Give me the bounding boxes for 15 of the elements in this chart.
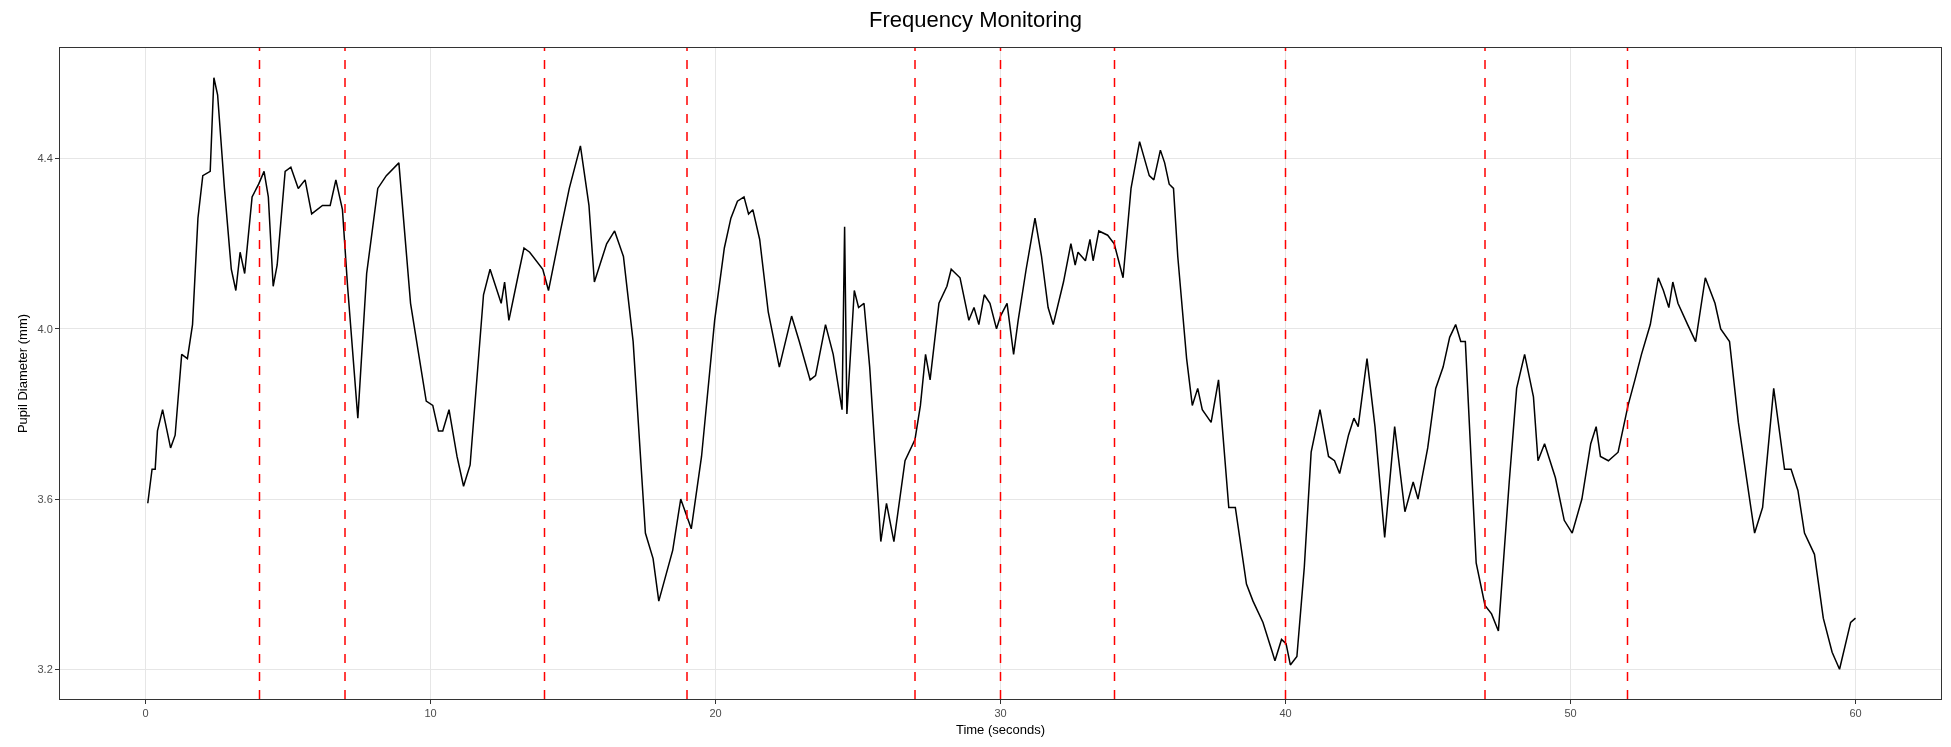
x-axis-title: Time (seconds) — [955, 721, 1046, 737]
y-tick-label: 4.4 — [37, 152, 53, 165]
y-tick-label: 3.2 — [37, 663, 53, 676]
y-axis-title: Pupil Diameter (mm) — [15, 313, 31, 434]
chart-title: Frequency Monitoring — [869, 6, 1082, 32]
y-tick-label: 3.6 — [37, 492, 53, 505]
x-tick-label: 50 — [1564, 707, 1577, 720]
x-tick-label: 40 — [1279, 707, 1292, 720]
x-tick-label: 0 — [142, 707, 149, 720]
line-series — [147, 77, 1857, 670]
x-tick-label: 30 — [994, 707, 1007, 720]
x-tick-label: 60 — [1849, 707, 1862, 720]
y-tick-label: 4.0 — [37, 322, 53, 335]
x-tick-label: 10 — [424, 707, 437, 720]
x-tick-label: 20 — [709, 707, 722, 720]
